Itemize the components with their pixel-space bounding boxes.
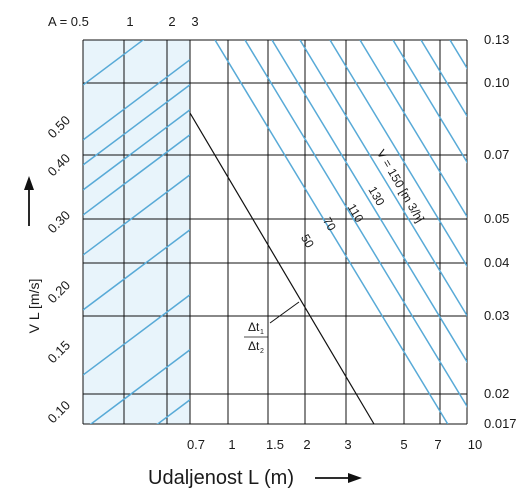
series-line — [299, 40, 467, 317]
ratio-line — [156, 399, 190, 424]
delta-denominator: Δt — [248, 339, 260, 353]
series-line — [359, 40, 467, 218]
series-label: 130 — [365, 184, 387, 209]
right-y-tick-label: 0.017 — [484, 416, 517, 431]
delta-pointer — [269, 301, 300, 324]
ratio-line — [83, 174, 190, 256]
right-y-tick-label: 0.03 — [484, 308, 509, 323]
delta-numerator-sub: 1 — [260, 329, 264, 336]
a-tick-label: 3 — [191, 14, 198, 29]
ratio-line — [83, 134, 190, 216]
y-axis-arrow-head — [24, 176, 34, 190]
x-tick-label: 10 — [468, 437, 482, 452]
ratio-line — [83, 59, 190, 141]
a-tick-label: 2 — [168, 14, 175, 29]
y-axis-label: V L [m/s] — [26, 279, 42, 334]
ratio-line — [89, 349, 190, 424]
x-axis-label: Udaljenost L (m) — [148, 467, 294, 489]
x-tick-label: 2 — [303, 437, 310, 452]
series-line — [329, 40, 467, 268]
left-y-tick-label: 0.20 — [45, 278, 74, 307]
right-y-tick-label: 0.04 — [484, 255, 509, 270]
series-label: 110 — [345, 201, 367, 225]
left-y-tick-label: 0.15 — [45, 338, 74, 367]
series-line — [392, 40, 467, 164]
x-tick-label: 7 — [434, 437, 441, 452]
x-tick-label: 5 — [400, 437, 407, 452]
reference-line — [189, 112, 375, 425]
series-label: 50 — [298, 232, 317, 251]
right-y-tick-label: 0.02 — [484, 386, 509, 401]
right-y-tick-label: 0.13 — [484, 32, 509, 47]
ratio-line — [83, 109, 190, 191]
series-label: 70 — [320, 215, 339, 234]
series-line — [449, 40, 467, 70]
right-lines — [214, 40, 467, 424]
x-tick-label: 0.7 — [187, 437, 205, 452]
a-tick-label: 1 — [126, 14, 133, 29]
series-line — [214, 40, 449, 424]
ratio-line — [83, 84, 190, 166]
right-y-tick-label: 0.10 — [484, 75, 509, 90]
x-axis-arrow-head — [348, 473, 362, 483]
series-line — [271, 40, 467, 364]
left-y-tick-label: 0.40 — [45, 151, 74, 180]
ratio-line — [83, 40, 145, 86]
ratio-line — [83, 229, 190, 311]
shaded-region — [83, 40, 190, 424]
delta-numerator: Δt — [248, 320, 260, 334]
right-y-tick-label: 0.05 — [484, 211, 509, 226]
left-y-tick-label: 0.50 — [45, 113, 74, 142]
x-tick-label: 1.5 — [266, 437, 284, 452]
left-y-tick-label: 0.10 — [45, 398, 74, 427]
x-tick-label: 3 — [344, 437, 351, 452]
x-tick-label: 1 — [228, 437, 235, 452]
a-axis-label: A = 0.5 — [48, 14, 89, 29]
delta-denominator-sub: 2 — [260, 348, 264, 355]
left-y-tick-label: 0.30 — [45, 208, 74, 237]
series-line — [244, 40, 467, 408]
right-y-tick-label: 0.07 — [484, 147, 509, 162]
left-lines — [83, 40, 190, 424]
series-line — [420, 40, 467, 118]
ratio-line — [83, 294, 190, 376]
